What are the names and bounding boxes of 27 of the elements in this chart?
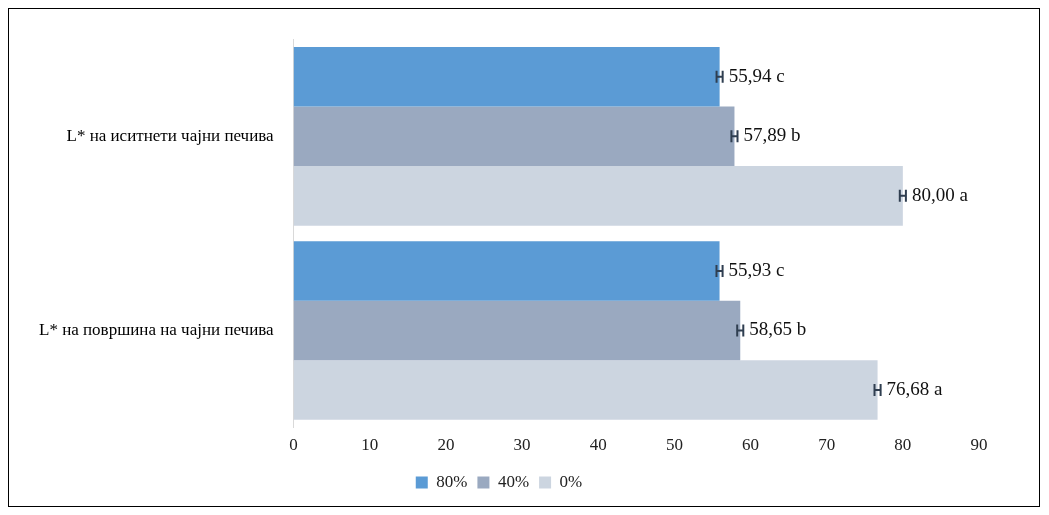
- x-tick-label: 90: [970, 435, 988, 455]
- bar: [293, 106, 735, 167]
- legend-label: 40%: [497, 471, 530, 491]
- y-tick-label: L* на површина на чајни печива: [39, 319, 275, 339]
- x-tick-label: 50: [665, 435, 683, 455]
- x-tick-label: 30: [513, 435, 531, 455]
- x-tick-label: 80: [894, 435, 912, 455]
- bar: [293, 241, 720, 301]
- data-label: 76,68 a: [886, 378, 944, 400]
- data-label: 55,94 c: [728, 64, 785, 86]
- x-tick-label: 40: [589, 435, 607, 455]
- data-label: 57,89 b: [743, 124, 801, 146]
- data-label: 80,00 a: [911, 183, 969, 205]
- bar: [293, 166, 903, 226]
- bar: [293, 300, 741, 361]
- bar: [293, 360, 878, 420]
- data-label: 58,65 b: [749, 318, 807, 340]
- x-tick-label: 10: [361, 435, 379, 455]
- bar: [293, 46, 720, 107]
- x-tick-label: 70: [818, 435, 836, 455]
- x-tick-label: 0: [289, 435, 298, 455]
- x-tick-label: 60: [742, 435, 760, 455]
- x-tick-label: 20: [437, 435, 455, 455]
- legend-label: 0%: [559, 471, 583, 491]
- y-tick-label: L* на иситнети чајни печива: [66, 125, 275, 145]
- legend-label: 80%: [436, 471, 468, 491]
- data-label: 55,93 c: [728, 258, 785, 280]
